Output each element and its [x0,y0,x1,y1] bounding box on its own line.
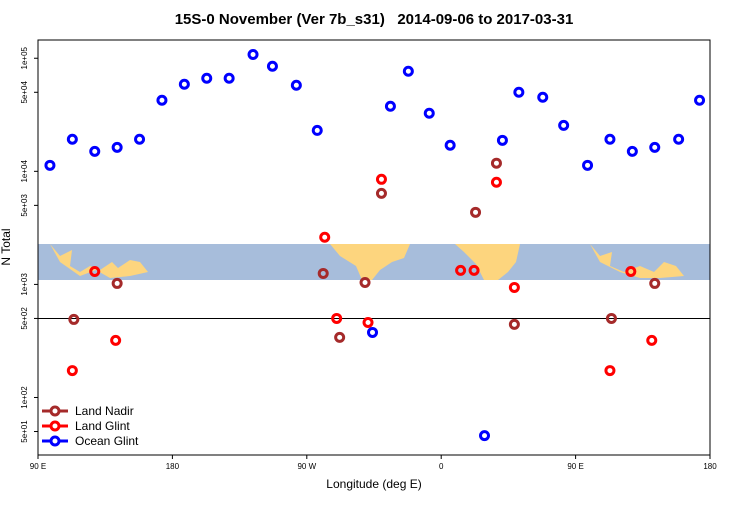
x-tick-label: 0 [439,462,444,471]
legend-marker [49,435,61,447]
point [156,94,168,106]
point [334,331,346,343]
point [89,266,101,278]
point [470,206,482,218]
legend-marker [49,405,61,417]
point [649,141,661,153]
point [367,326,379,338]
legend-label: Land Nadir [75,404,134,418]
point [490,176,502,188]
point [134,133,146,145]
x-tick-label: 180 [703,462,717,471]
point [266,60,278,72]
point [604,365,616,377]
point [508,318,520,330]
point [626,145,638,157]
point [44,159,56,171]
point [375,173,387,185]
point [402,65,414,77]
y-tick-label: 1e+03 [20,273,29,296]
point [479,430,491,442]
point [66,365,78,377]
chart-title: 15S-0 November (Ver 7b_s31) 2014-09-06 t… [175,11,574,28]
y-tick-label: 5e+04 [20,81,29,104]
point [290,79,302,91]
point [694,94,706,106]
x-tick-label: 90 E [567,462,583,471]
x-tick-label: 90 E [30,462,46,471]
point [444,139,456,151]
y-tick-label: 5e+02 [20,307,29,330]
point [490,157,502,169]
legend-label: Ocean Glint [75,434,139,448]
point [311,124,323,136]
point [423,107,435,119]
point [384,100,396,112]
point [375,187,387,199]
legend-label: Land Glint [75,419,130,433]
point [362,317,374,329]
point [359,276,371,288]
y-tick-label: 5e+03 [20,194,29,217]
y-tick-label: 1e+05 [20,46,29,69]
point [247,48,259,60]
point [604,133,616,145]
point [111,141,123,153]
point [646,334,658,346]
point [673,133,685,145]
point [582,159,594,171]
point [66,133,78,145]
legend-marker [49,420,61,432]
point [468,264,480,276]
point [496,134,508,146]
point [111,277,123,289]
point [558,119,570,131]
point [537,91,549,103]
plot-frame [37,39,711,456]
point [89,145,101,157]
point [508,281,520,293]
x-axis-label: Longitude (deg E) [326,477,421,491]
point [110,334,122,346]
point [513,86,525,98]
point [649,277,661,289]
y-tick-label: 5e+01 [20,420,29,443]
x-tick-label: 180 [166,462,180,471]
point [68,313,80,325]
point [319,231,331,243]
point [331,312,343,324]
point [625,266,637,278]
x-tick-label: 90 W [297,462,316,471]
y-tick-label: 1e+04 [20,160,29,183]
y-tick-label: 1e+02 [20,386,29,409]
y-axis-label: N Total [0,228,13,265]
point [178,78,190,90]
point [317,267,329,279]
point [201,72,213,84]
point [223,72,235,84]
map-strip [38,244,710,280]
point [455,264,467,276]
point [605,312,617,324]
